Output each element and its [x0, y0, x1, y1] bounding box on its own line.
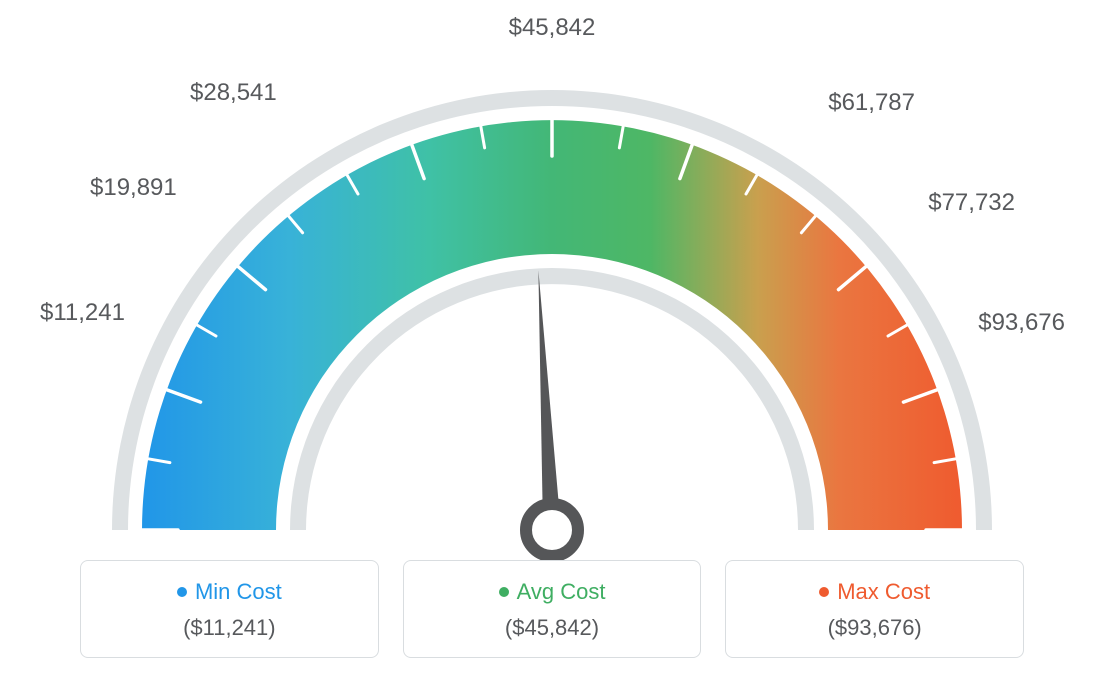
max-cost-value: ($93,676)	[736, 615, 1013, 641]
avg-cost-label: Avg Cost	[517, 579, 606, 605]
gauge-svg: $11,241 $19,891 $28,541 $45,842 $61,787 $77,7…	[0, 0, 1104, 560]
min-cost-title: Min Cost	[91, 579, 368, 605]
gauge-tick-label: $11,241	[40, 299, 125, 326]
max-cost-label: Max Cost	[837, 579, 930, 605]
summary-row: Min Cost ($11,241) Avg Cost ($45,842) Ma…	[0, 560, 1104, 658]
gauge-tick-label: $61,787	[828, 89, 915, 116]
min-cost-card: Min Cost ($11,241)	[80, 560, 379, 658]
dot-icon	[177, 587, 187, 597]
avg-cost-title: Avg Cost	[414, 579, 691, 605]
dot-icon	[499, 587, 509, 597]
gauge-tick-label: $45,842	[509, 14, 596, 41]
gauge-chart: $11,241 $19,891 $28,541 $45,842 $61,787 $77,7…	[0, 0, 1104, 560]
max-cost-title: Max Cost	[736, 579, 1013, 605]
min-cost-label: Min Cost	[195, 579, 282, 605]
gauge-tick-label: $19,891	[90, 174, 177, 201]
gauge-tick-label: $28,541	[190, 79, 277, 106]
gauge-tick-label: $77,732	[928, 189, 1015, 216]
dot-icon	[819, 587, 829, 597]
avg-cost-value: ($45,842)	[414, 615, 691, 641]
avg-cost-card: Avg Cost ($45,842)	[403, 560, 702, 658]
gauge-tick-label: $93,676	[978, 309, 1065, 336]
min-cost-value: ($11,241)	[91, 615, 368, 641]
max-cost-card: Max Cost ($93,676)	[725, 560, 1024, 658]
